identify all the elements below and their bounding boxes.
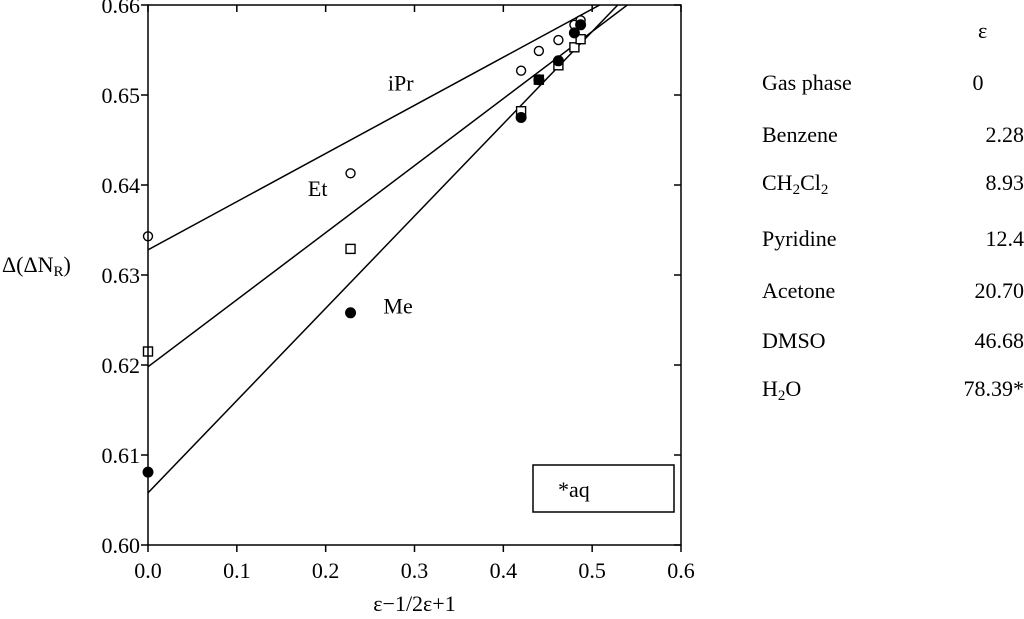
series-label-ipr: iPr xyxy=(388,71,414,96)
data-point-me xyxy=(515,112,527,123)
x-tick-label: 0.5 xyxy=(578,558,606,583)
chart-canvas: 0.0 0.1 0.2 0.3 0.4 0.5 0.6 0.60 0.61 0.62 0.63 0.6… xyxy=(2,0,695,616)
solvent-epsilon: 2.28 xyxy=(985,122,1024,147)
data-point-et xyxy=(569,42,580,53)
y-tick-label: 0.66 xyxy=(102,0,141,18)
solvent-name: Benzene xyxy=(762,122,838,147)
annotation-text: *aq xyxy=(558,477,590,502)
y-tick-label: 0.65 xyxy=(102,83,141,108)
table-row-acetone: Acetone 20.70 xyxy=(760,278,1024,308)
solvent-name: CH2Cl2 xyxy=(762,170,829,198)
table-row-dmso: DMSO 46.68 xyxy=(760,328,1024,358)
solvent-name: Gas phase xyxy=(762,70,852,95)
data-point-ipr xyxy=(515,65,527,76)
x-tick-label: 0.0 xyxy=(134,558,162,583)
table-row-pyridine: Pyridine 12.4 xyxy=(760,226,1024,256)
plot-frame xyxy=(147,4,682,546)
data-point-et xyxy=(575,34,586,45)
data-point-et xyxy=(345,243,356,255)
y-tick-label: 0.60 xyxy=(102,533,141,558)
data-point-me xyxy=(575,19,587,31)
table-row-water: H2O 78.39* xyxy=(760,376,1024,406)
fit-line-et xyxy=(148,5,629,368)
solvent-name: Acetone xyxy=(762,278,836,303)
data-point-me xyxy=(345,307,357,319)
x-tick-label: 0.3 xyxy=(401,558,429,583)
solvent-name: H2O xyxy=(762,376,802,404)
y-tick-label: 0.63 xyxy=(102,263,141,288)
solvent-name: Pyridine xyxy=(762,226,837,251)
y-tick-label: 0.62 xyxy=(102,353,141,378)
data-point-ipr xyxy=(553,34,564,46)
series-label-et: Et xyxy=(308,176,328,201)
solvent-epsilon: 8.93 xyxy=(985,170,1024,195)
x-axis-title: ε−1/2ε+1 xyxy=(373,591,455,616)
fit-line-ipr xyxy=(148,5,602,251)
table-row-benzene: Benzene 2.28 xyxy=(760,122,1024,152)
data-point-me xyxy=(552,55,564,67)
solvent-epsilon: 20.70 xyxy=(974,278,1024,303)
data-point-ipr xyxy=(345,168,356,179)
data-point-ipr xyxy=(533,45,545,57)
solvent-epsilon: 0 xyxy=(972,70,984,95)
x-tick-label: 0.2 xyxy=(312,558,340,583)
y-tick-label: 0.61 xyxy=(102,443,141,468)
y-axis-title: Δ(ΔNR) xyxy=(2,252,71,280)
solvent-epsilon: 12.4 xyxy=(985,226,1024,251)
table-row-gas-phase: Gas phase 0 xyxy=(760,70,1024,100)
x-tick-label: 0.1 xyxy=(223,558,251,583)
epsilon-column-header: ε xyxy=(978,18,988,43)
y-tick-label: 0.64 xyxy=(102,173,141,198)
table-row-dichloromethane: CH2Cl2 8.93 xyxy=(760,170,1024,200)
solvent-epsilon: 78.39* xyxy=(963,376,1024,401)
series-label-me: Me xyxy=(383,294,412,319)
solvent-name: DMSO xyxy=(762,328,826,353)
x-tick-label: 0.4 xyxy=(490,558,518,583)
data-point-me xyxy=(533,74,545,86)
fit-line-me xyxy=(148,5,619,494)
annotation-box xyxy=(532,464,675,513)
data-point-me xyxy=(568,27,580,39)
x-tick-label: 0.6 xyxy=(667,558,695,583)
solvent-epsilon: 46.68 xyxy=(974,328,1024,353)
